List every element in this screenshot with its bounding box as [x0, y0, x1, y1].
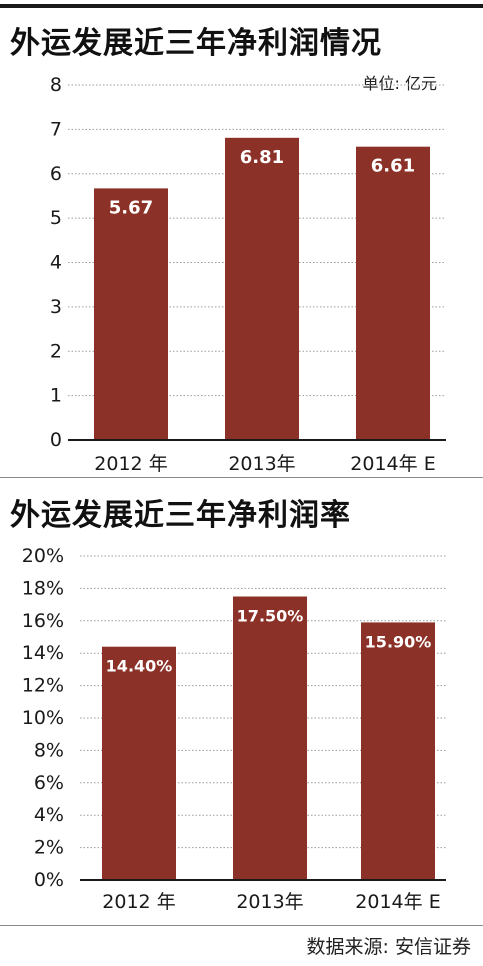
chart1-bar-value-label: 6.61: [371, 156, 415, 177]
chart2-ytick-label: 2%: [34, 837, 64, 859]
chart1-ytick-label: 6: [50, 163, 62, 185]
chart2-bar: [102, 646, 176, 880]
chart1-bar-value-label: 5.67: [109, 197, 153, 218]
chart2-title: 外运发展近三年净利润率: [10, 498, 351, 533]
chart2-bar-value-label: 15.90%: [365, 632, 432, 651]
chart1-category-label: 2012 年: [94, 453, 167, 475]
chart1-ytick-label: 2: [50, 340, 62, 362]
chart1-net-profit: 0 1 2 3 4 5 6 7 8 5.67 6.81 6.61 2012 年 2013年 2014年 E: [50, 74, 446, 475]
chart2-ytick-label: 6%: [34, 772, 64, 794]
chart2-ytick-label: 4%: [34, 804, 64, 826]
chart1-bar-value-label: 6.81: [240, 147, 284, 168]
chart2-category-label: 2012 年: [102, 891, 175, 913]
chart2-ytick-label: 20%: [22, 545, 64, 567]
chart2-ytick-label: 10%: [22, 707, 64, 729]
chart1-bar: [225, 137, 299, 440]
chart1-ytick-label: 0: [50, 429, 62, 451]
chart2-category-label: 2014年 E: [355, 891, 440, 913]
data-source: 数据来源: 安信证券: [306, 936, 471, 958]
chart1-category-label: 2014年 E: [350, 453, 435, 475]
chart1-unit-label: 单位: 亿元: [362, 74, 437, 93]
section-divider: [0, 477, 483, 478]
top-rule: [0, 4, 483, 8]
chart1-title: 外运发展近三年净利润情况: [10, 26, 382, 61]
chart1-ytick-label: 8: [50, 74, 62, 96]
chart2-ytick-label: 12%: [22, 675, 64, 697]
chart2-category-label: 2013年: [236, 891, 303, 913]
chart2-ytick-label: 0%: [34, 869, 64, 891]
chart2-net-margin: 0% 2% 4% 6% 8% 10% 12% 14% 16% 18% 20% 14.40% 17.50%…: [22, 545, 446, 913]
chart2-bar-value-label: 14.40%: [106, 657, 173, 676]
chart1-ytick-label: 3: [50, 296, 62, 318]
chart2-ytick-label: 8%: [34, 739, 64, 761]
chart1-bar: [356, 146, 430, 440]
chart1-bar: [94, 188, 168, 440]
chart1-ytick-label: 5: [50, 207, 62, 229]
chart2-bar-value-label: 17.50%: [237, 607, 304, 626]
chart1-category-label: 2013年: [228, 453, 295, 475]
chart1-ytick-label: 1: [50, 385, 62, 407]
chart2-bar: [361, 622, 435, 880]
chart1-ytick-label: 7: [50, 118, 62, 140]
chart2-bar: [233, 596, 307, 880]
bottom-rule: [0, 925, 483, 926]
chart1-ytick-label: 4: [50, 252, 62, 274]
chart2-ytick-label: 16%: [22, 610, 64, 632]
chart2-ytick-label: 14%: [22, 642, 64, 664]
chart2-ytick-label: 18%: [22, 577, 64, 599]
